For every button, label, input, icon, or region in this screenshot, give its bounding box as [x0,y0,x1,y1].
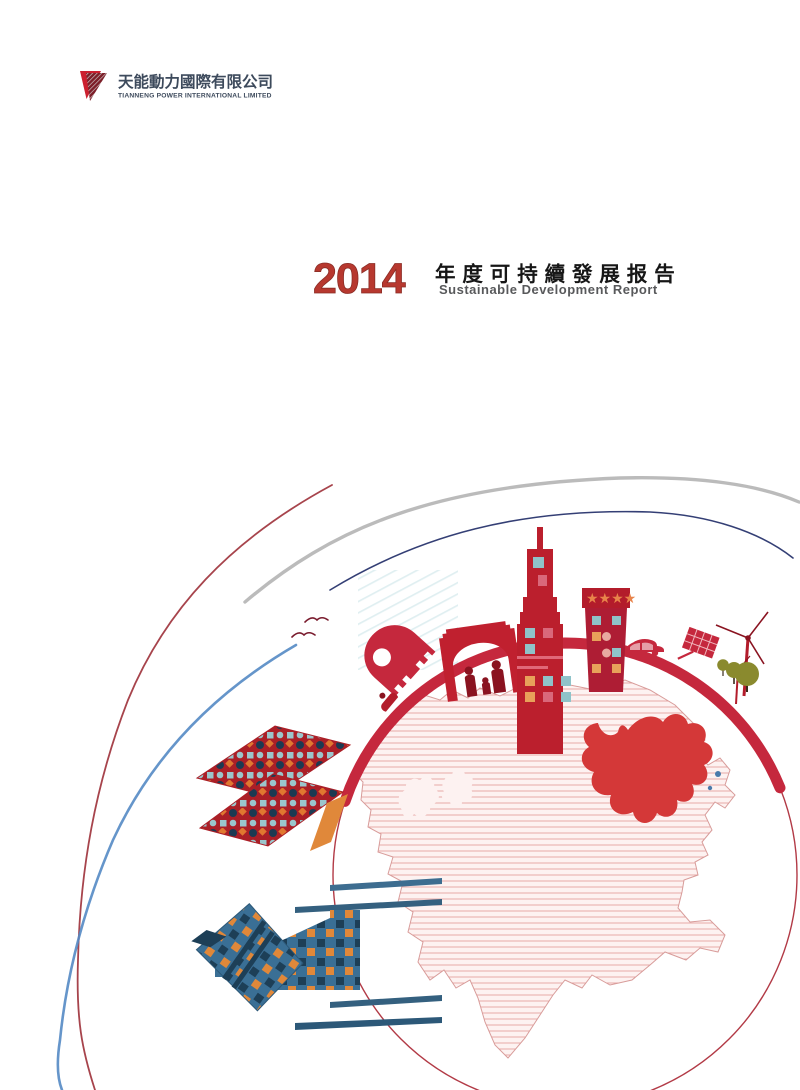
svg-text:天能動力國際有限公司: 天能動力國際有限公司 [118,72,273,91]
svg-text:TIANNENG POWER INTERNATIONAL L: TIANNENG POWER INTERNATIONAL LIMITED [118,93,272,100]
svg-text:Sustainable Development Report: Sustainable Development Report [439,282,658,297]
svg-text:2014: 2014 [313,260,406,303]
svg-text:★★★★: ★★★★ [586,590,636,606]
